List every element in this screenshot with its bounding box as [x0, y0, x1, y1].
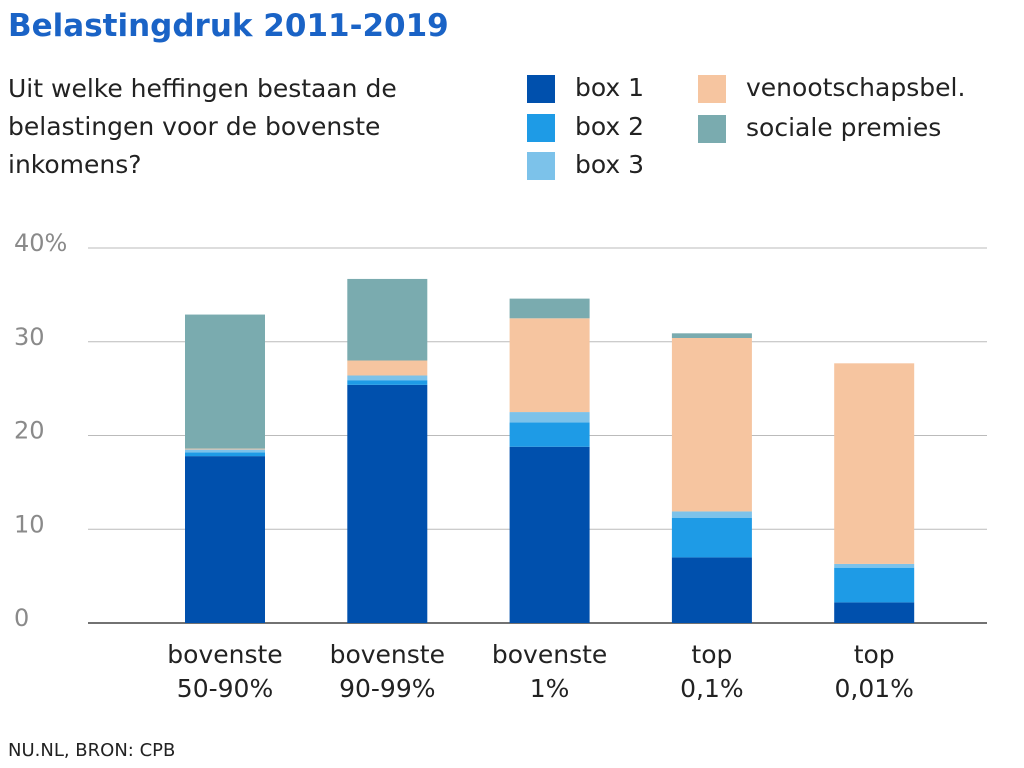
legend-swatch: [527, 75, 555, 103]
legend-label: sociale premies: [746, 113, 941, 142]
bar-segment: [671, 333, 752, 338]
bar-segment: [834, 602, 915, 623]
bar-segment: [185, 456, 265, 623]
legend-label: box 1: [575, 73, 644, 102]
bar-segment: [834, 363, 915, 564]
bar-segment: [185, 448, 265, 450]
x-tick-label: top 0,1%: [680, 640, 744, 703]
bar-segment: [347, 384, 428, 623]
legend-swatch: [527, 114, 555, 142]
legend-swatch: [527, 152, 555, 180]
chart-title: Belastingdruk 2011-2019: [8, 8, 449, 44]
legend-label: box 3: [575, 150, 644, 179]
bar-segment: [671, 338, 752, 512]
legend-swatch: [698, 75, 726, 103]
bar-segment: [671, 518, 752, 558]
bar-segment: [509, 422, 590, 447]
legend-swatch: [698, 115, 726, 143]
y-tick-label: 30: [14, 323, 45, 351]
bar-segment: [671, 511, 752, 518]
x-tick-label: bovenste 90-99%: [329, 640, 445, 703]
bar-segment: [347, 278, 428, 361]
bar-segment: [671, 557, 752, 623]
bar-segment: [834, 563, 915, 568]
x-tick-label: bovenste 1%: [491, 640, 608, 703]
legend-label: box 2: [575, 112, 644, 141]
y-tick-label: 0: [14, 604, 29, 632]
bar-segment: [185, 452, 265, 457]
bar-segment: [185, 314, 265, 449]
x-tick-label: bovenste 50-90%: [167, 640, 283, 703]
y-tick-label: 20: [14, 417, 45, 445]
y-tick-label: 40%: [14, 229, 67, 257]
bar-segment: [347, 375, 428, 381]
chart-subtitle: Uit welke heffingen bestaan de belasting…: [8, 74, 397, 179]
bar-segment: [509, 318, 590, 413]
bar-segment: [509, 412, 590, 423]
source-note: NU.NL, BRON: CPB: [8, 740, 176, 761]
x-tick-label: top 0,01%: [834, 640, 914, 703]
bar-segment: [185, 449, 265, 453]
bar-segment: [509, 298, 590, 319]
y-tick-label: 10: [14, 510, 45, 538]
bar-segment: [834, 567, 915, 603]
bar-segment: [347, 380, 428, 385]
bar-segment: [347, 360, 428, 376]
legend-label: venootschapsbel.: [746, 73, 965, 102]
bar-segment: [509, 446, 590, 623]
